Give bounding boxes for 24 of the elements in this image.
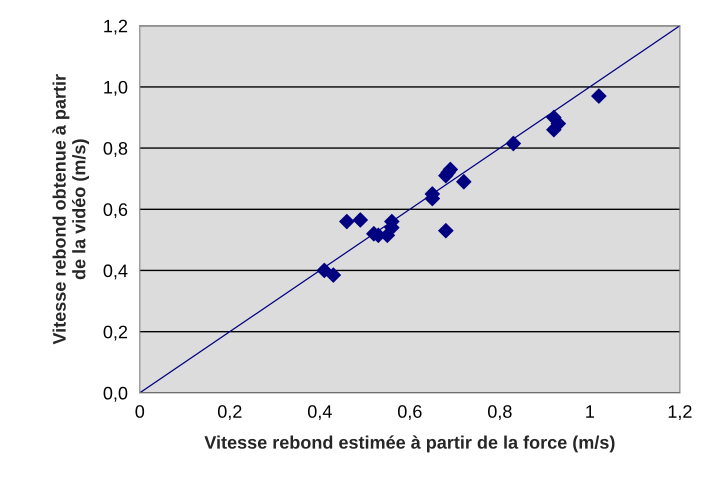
point — [352, 212, 368, 228]
point — [456, 174, 472, 190]
y-tick-label: 1,0 — [104, 80, 128, 96]
x-tick-label: 0,6 — [398, 405, 422, 420]
x-tick-label: 0,2 — [218, 405, 242, 420]
y-axis-title: Vitesse rebond obtenue à partir de la vidéo (m/s) — [52, 74, 89, 344]
x-tick-label: 0,8 — [488, 405, 512, 420]
x-tick-label: 0 — [135, 405, 144, 418]
point — [438, 222, 454, 238]
y-tick-label: 0,4 — [104, 264, 128, 280]
x-tick-label: 0,4 — [308, 405, 332, 420]
point — [506, 136, 522, 152]
x-tick-label: 1 — [586, 405, 594, 418]
point — [326, 267, 342, 283]
x-axis-title: Vitesse rebond estimée à partir de la force (m/s) — [204, 435, 614, 452]
x-tick-label: 1,2 — [668, 405, 692, 420]
point — [316, 262, 332, 278]
y-tick-label: 0,8 — [104, 142, 128, 157]
y-tick-label: 0,2 — [104, 326, 128, 341]
y-tick-label: 1,2 — [104, 20, 128, 35]
y-tick-label: 0,6 — [104, 203, 128, 218]
point — [591, 88, 607, 104]
point — [339, 214, 355, 230]
y-tick-label: 0,0 — [104, 386, 128, 402]
